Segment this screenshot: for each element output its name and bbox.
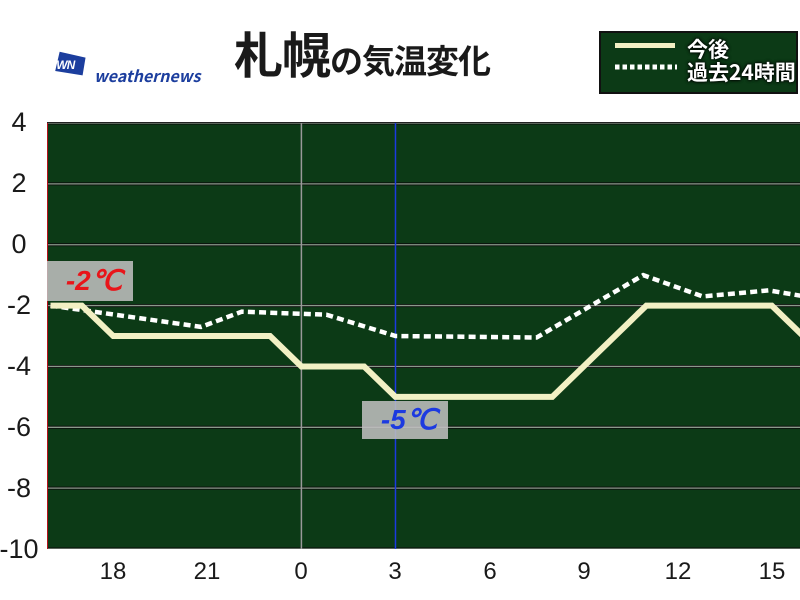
svg-text:WN: WN — [56, 58, 75, 72]
